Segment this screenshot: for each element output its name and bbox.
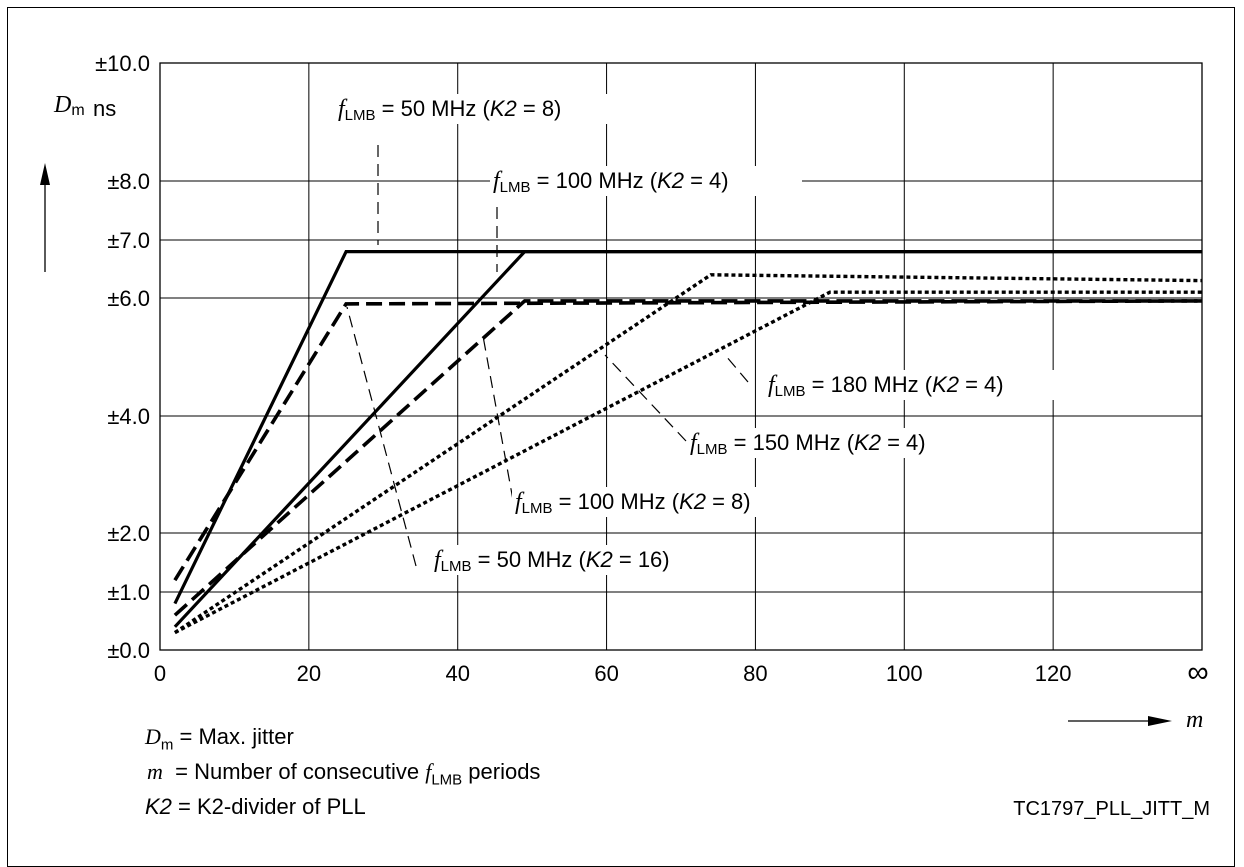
annotation-leader-2	[725, 355, 749, 383]
x-tick-label-5: 100	[886, 661, 923, 686]
annotation-bg-4	[512, 487, 818, 517]
legend-m-sub: LMB	[431, 771, 463, 789]
x-tick-label-0: 0	[154, 661, 166, 686]
y-axis-arrow-head	[40, 163, 50, 185]
y-axis-unit: ns	[93, 96, 116, 121]
legend-line-dm: Dm = Max. jitter	[145, 724, 294, 753]
y-tick-label-0: ±0.0	[107, 638, 150, 663]
series-line-3	[173, 299, 1202, 617]
figure-id: TC1797_PLL_JITT_M	[1013, 798, 1210, 820]
annotation-label-0: fLMB = 50 MHz (K2 = 8)	[338, 96, 561, 124]
legend-m-f: f	[425, 759, 432, 784]
annotation-label-1: fLMB = 100 MHz (K2 = 4)	[493, 168, 729, 196]
x-axis-arrow-head	[1148, 716, 1172, 726]
annotation-label-2: fLMB = 180 MHz (K2 = 4)	[768, 372, 1004, 400]
legend-k2-var: K2	[145, 794, 172, 819]
x-tick-label-4: 80	[743, 661, 767, 686]
annotation-leader-5	[346, 306, 417, 567]
plot-area	[159, 62, 1203, 651]
y-tick-label-7: ±10.0	[95, 51, 150, 76]
x-tick-label-3: 60	[594, 661, 618, 686]
legend-m-text-a: = Number of consecutive	[162, 759, 426, 784]
y-axis-label: Dm	[53, 92, 85, 119]
legend-dm-var: D	[145, 724, 161, 749]
annotation-bg-1	[490, 166, 802, 196]
annotation-label-3: fLMB = 150 MHz (K2 = 4)	[690, 430, 926, 458]
y-tick-label-6: ±8.0	[107, 169, 150, 194]
annotation-leader-4	[482, 335, 514, 501]
annotation-label-5: fLMB = 50 MHz (K2 = 16)	[434, 547, 670, 575]
x-axis-label: m	[1186, 707, 1203, 733]
series-line-1	[173, 250, 1202, 628]
x-tick-label-6: 120	[1035, 661, 1072, 686]
x-tick-label-7: ∞	[1187, 656, 1208, 689]
y-tick-label-2: ±2.0	[107, 521, 150, 546]
legend-dm-sub: m	[160, 736, 174, 754]
annotation-bg-2	[765, 370, 1077, 400]
legend-m-var: m	[147, 759, 163, 784]
series-line-4	[173, 273, 1203, 635]
annotation-leader-3	[604, 354, 687, 442]
annotation-bg-5	[431, 545, 737, 575]
annotation-bg-0	[335, 94, 631, 124]
series-line-2	[173, 299, 1203, 582]
annotation-bg-3	[687, 428, 999, 458]
x-tick-label-1: 20	[297, 661, 321, 686]
series-line-5	[174, 290, 1202, 635]
legend-line-k2: K2 = K2-divider of PLL	[145, 794, 366, 820]
legend-line-m: m = Number of consecutive fLMB periods	[147, 759, 540, 788]
x-tick-label-2: 40	[445, 661, 469, 686]
y-tick-label-5: ±7.0	[107, 228, 150, 253]
y-tick-label-3: ±4.0	[107, 404, 150, 429]
legend-dm-text: = Max. jitter	[173, 724, 294, 749]
legend-k2-text: = K2-divider of PLL	[171, 794, 366, 819]
legend-m-text-b: periods	[462, 759, 541, 784]
y-tick-label-4: ±6.0	[107, 286, 150, 311]
y-tick-label-1: ±1.0	[107, 580, 150, 605]
annotation-label-4: fLMB = 100 MHz (K2 = 8)	[515, 489, 751, 517]
